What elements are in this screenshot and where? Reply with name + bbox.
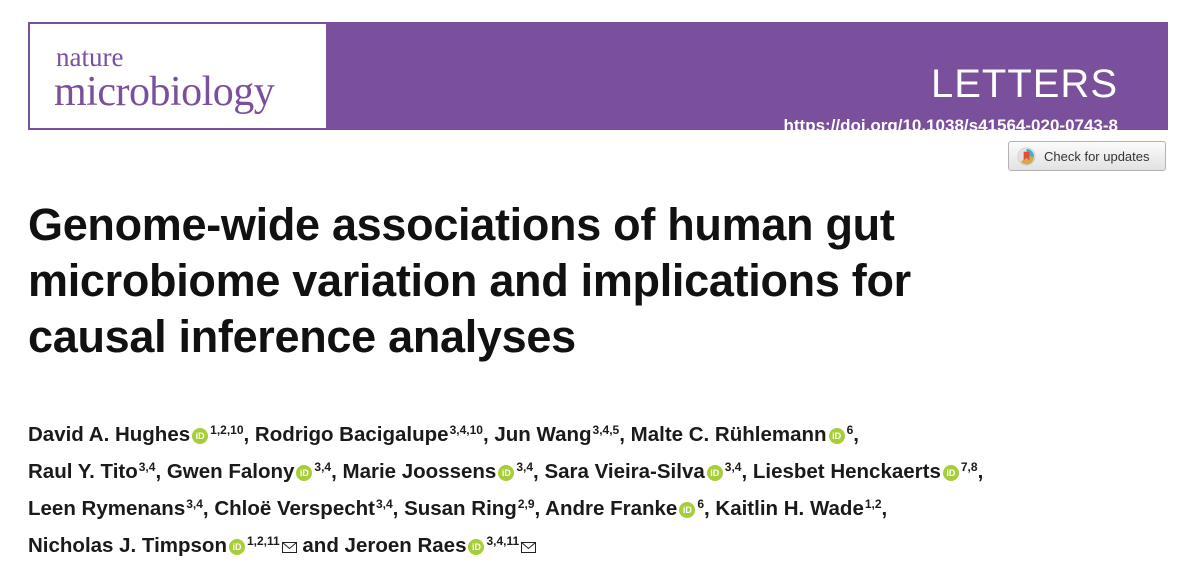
title-line: microbiome variation and implications fo…	[28, 255, 911, 306]
author-name[interactable]: Rodrigo Bacigalupe	[254, 423, 449, 446]
check-for-updates-button[interactable]: Check for updates	[1008, 141, 1166, 171]
author-name[interactable]: Sara Vieira-Silva	[544, 460, 705, 483]
orcid-icon[interactable]: iD	[498, 465, 515, 481]
author-entry: Leen Rymenans3,4	[28, 497, 203, 520]
affiliation-superscript: 3,4,5	[592, 423, 620, 437]
orcid-icon[interactable]: iD	[228, 539, 245, 555]
author-entry: Jun Wang3,4,5	[494, 423, 619, 446]
author-entry: Chloë Verspecht3,4	[214, 497, 392, 520]
orcid-icon[interactable]: iD	[942, 465, 959, 481]
author-name[interactable]: Susan Ring	[404, 497, 517, 520]
author-entry: Liesbet Henckaerts iD 7,8	[753, 460, 978, 483]
logo-word-microbiology: microbiology	[54, 69, 275, 115]
author-name[interactable]: Kaitlin H. Wade	[715, 497, 864, 520]
author-name[interactable]: Marie Joossens	[342, 460, 497, 483]
affiliation-superscript: 6	[697, 497, 704, 511]
author-line: David A. Hughes iD 1,2,10, Rodrigo Bacigal…	[28, 423, 859, 446]
title-line: causal inference analyses	[28, 311, 576, 362]
author-name[interactable]: Jeroen Raes	[344, 534, 467, 557]
author-list: David A. Hughes iD 1,2,10, Rodrigo Bacigal…	[28, 416, 1188, 565]
author-entry: Andre Franke iD 6	[545, 497, 704, 520]
author-name[interactable]: Chloë Verspecht	[214, 497, 375, 520]
author-name[interactable]: Malte C. Rühlemann	[630, 423, 827, 446]
author-name[interactable]: Raul Y. Tito	[28, 460, 138, 483]
author-name[interactable]: David A. Hughes	[28, 423, 191, 446]
author-entry: Raul Y. Tito3,4	[28, 460, 155, 483]
author-entry: Kaitlin H. Wade1,2	[715, 497, 881, 520]
orcid-icon[interactable]: iD	[296, 465, 313, 481]
affiliation-superscript: 1,2,11	[246, 534, 280, 548]
author-line: Leen Rymenans3,4, Chloë Verspecht3,4, Su…	[28, 497, 888, 520]
orcid-icon[interactable]: iD	[468, 539, 485, 555]
affiliation-superscript: 3,4	[516, 460, 534, 474]
doi-link[interactable]: https://doi.org/10.1038/s41564-020-0743-…	[783, 116, 1119, 135]
author-name[interactable]: Jun Wang	[494, 423, 592, 446]
affiliation-superscript: 6	[846, 423, 854, 437]
affiliation-superscript: 3,4	[314, 460, 332, 474]
author-name[interactable]: Liesbet Henckaerts	[752, 460, 941, 483]
title-line: Genome-wide associations of human gut	[28, 199, 895, 250]
check-for-updates-label: Check for updates	[1044, 148, 1150, 164]
affiliation-superscript: 3,4	[375, 497, 393, 511]
journal-logo[interactable]: nature microbiology	[30, 24, 326, 128]
affiliation-superscript: 3,4,11	[486, 534, 520, 548]
affiliation-superscript: 3,4	[724, 460, 742, 474]
author-entry: Gwen Falony iD 3,4	[167, 460, 331, 483]
author-entry: Sara Vieira-Silva iD 3,4	[544, 460, 741, 483]
orcid-icon[interactable]: iD	[828, 428, 845, 444]
article-type-label: LETTERS	[930, 62, 1118, 106]
author-name[interactable]: Nicholas J. Timpson	[28, 534, 227, 557]
author-conjunction: and	[302, 534, 339, 557]
affiliation-superscript: 2,9	[517, 497, 535, 511]
author-entry: David A. Hughes iD 1,2,10	[28, 423, 244, 446]
orcid-icon[interactable]: iD	[679, 502, 696, 518]
author-name[interactable]: Leen Rymenans	[28, 497, 186, 520]
author-entry: Nicholas J. Timpson iD 1,2,11	[28, 534, 297, 557]
author-entry: Marie Joossens iD 3,4	[343, 460, 534, 483]
author-name[interactable]: Andre Franke	[545, 497, 678, 520]
affiliation-superscript: 3,4,10	[449, 423, 483, 437]
crossmark-icon	[1017, 146, 1036, 166]
author-entry: Jeroen Raes iD 3,4,11	[345, 534, 537, 557]
logo-word-nature: nature	[56, 42, 124, 72]
author-name[interactable]: Gwen Falony	[166, 460, 295, 483]
author-entry: Malte C. Rühlemann iD 6	[631, 423, 854, 446]
envelope-icon[interactable]	[281, 528, 297, 565]
article-title: Genome-wide associations of human gut mi…	[28, 197, 1128, 365]
affiliation-superscript: 3,4	[138, 460, 156, 474]
author-entry: Rodrigo Bacigalupe3,4,10	[255, 423, 483, 446]
orcid-icon[interactable]: iD	[706, 465, 723, 481]
author-line: Nicholas J. Timpson iD 1,2,11 and Jeroen R…	[28, 527, 1188, 565]
orcid-icon[interactable]: iD	[192, 428, 209, 444]
affiliation-superscript: 7,8	[960, 460, 978, 474]
affiliation-superscript: 1,2	[864, 497, 882, 511]
affiliation-superscript: 3,4	[186, 497, 203, 511]
author-entry: Susan Ring2,9	[404, 497, 534, 520]
affiliation-superscript: 1,2,10	[210, 423, 244, 437]
author-line: Raul Y. Tito3,4, Gwen Falony iD 3,4, Marie…	[28, 460, 984, 483]
envelope-icon[interactable]	[521, 528, 537, 565]
